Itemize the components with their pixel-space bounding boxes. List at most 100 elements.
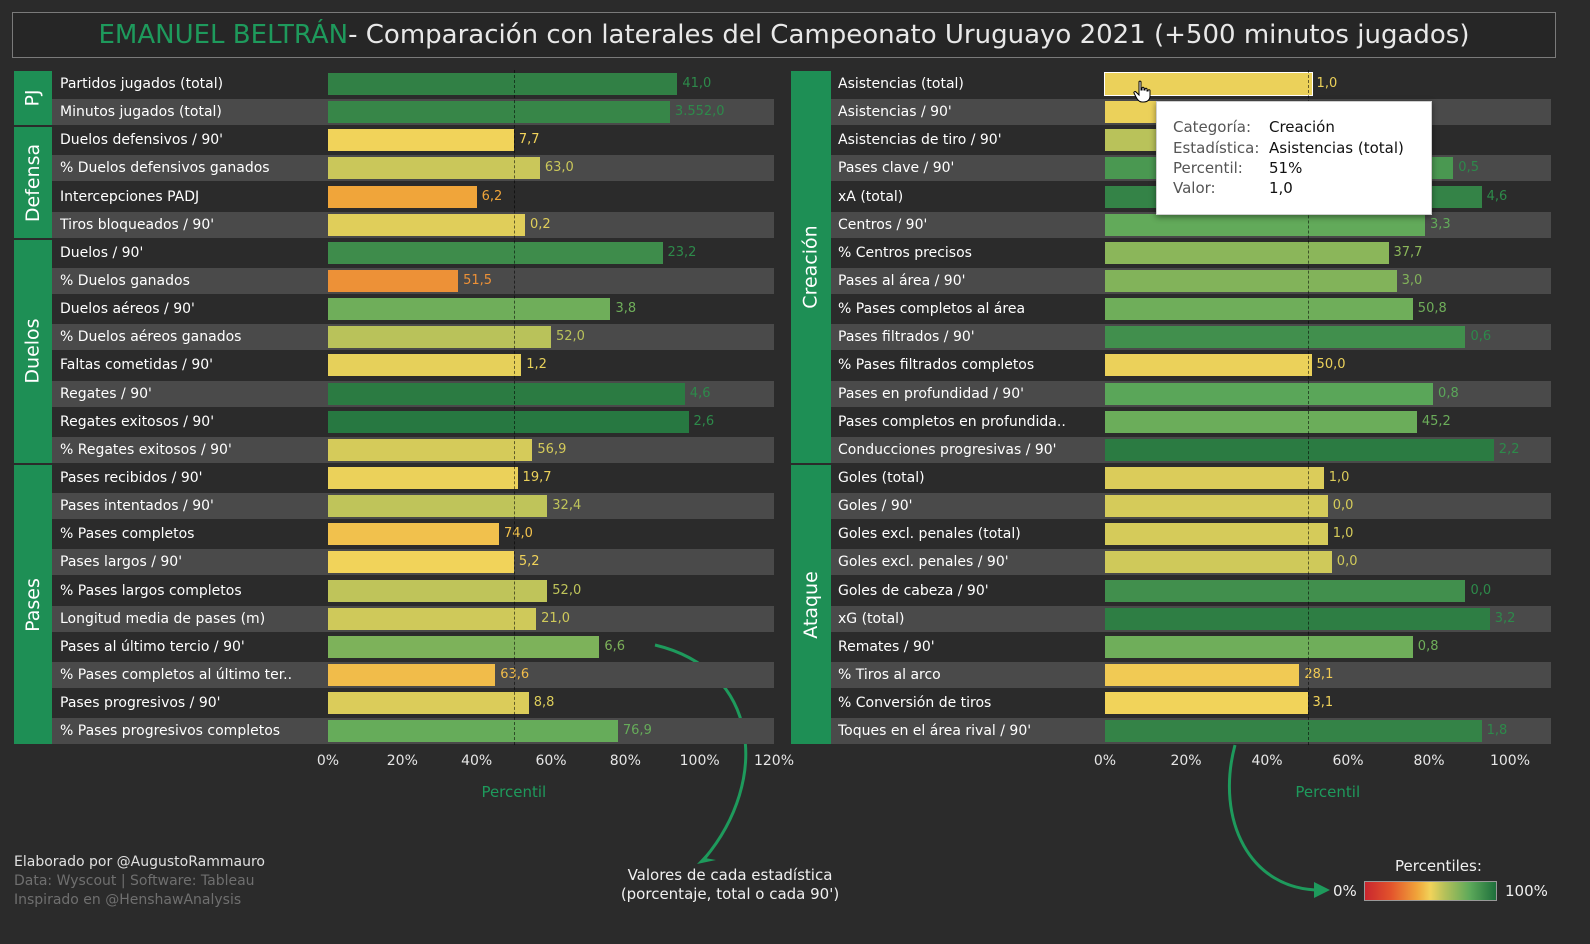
percentile-bar[interactable] <box>328 607 537 630</box>
percentile-bar[interactable] <box>328 410 689 433</box>
stat-row[interactable]: % Conversión de tiros 3,1 <box>831 690 1551 716</box>
stat-row[interactable]: % Pases largos completos 52,0 <box>52 578 774 604</box>
percentile-bar[interactable] <box>1105 298 1413 321</box>
stat-row[interactable]: % Centros precisos 37,7 <box>831 240 1551 266</box>
percentile-bar[interactable] <box>1104 72 1313 96</box>
percentile-bar[interactable] <box>1105 354 1312 377</box>
stat-row[interactable]: Goles / 90' 0,0 <box>831 493 1551 520</box>
percentile-bar[interactable] <box>1105 438 1494 461</box>
percentile-bar[interactable] <box>1105 579 1466 602</box>
stat-value: 0,2 <box>529 216 551 232</box>
percentile-bar[interactable] <box>328 354 522 377</box>
stat-row[interactable]: Longitud media de pases (m) 21,0 <box>52 605 774 632</box>
stat-row[interactable]: Duelos aéreos / 90' 3,8 <box>52 296 774 322</box>
legend-max-label: 100% <box>1505 882 1548 900</box>
footer-data-source: Data: Wyscout | Software: Tableau <box>14 873 255 889</box>
stat-row[interactable]: Goles de cabeza / 90' 0,0 <box>831 578 1551 604</box>
percentile-bar[interactable] <box>328 185 477 208</box>
stat-row[interactable]: Pases largos / 90' 5,2 <box>52 549 774 576</box>
tooltip-valor-value: 1,0 <box>1269 179 1293 197</box>
stat-row[interactable]: % Tiros al arco 28,1 <box>831 661 1551 688</box>
stat-row[interactable]: Goles (total) 1,0 <box>831 465 1551 491</box>
percentile-bar[interactable] <box>1105 269 1397 292</box>
stat-row[interactable]: Intercepciones PADJ 6,2 <box>52 184 774 210</box>
stat-row[interactable]: % Pases progresivos completos 76,9 <box>52 718 774 745</box>
stat-row[interactable]: % Pases completos 74,0 <box>52 521 774 547</box>
percentile-bar[interactable] <box>1105 523 1328 546</box>
percentile-bar[interactable] <box>1105 382 1434 405</box>
stat-row[interactable]: Centros / 90' 3,3 <box>831 211 1551 238</box>
percentile-bar[interactable] <box>328 298 611 321</box>
percentile-bar[interactable] <box>328 129 514 152</box>
percentile-bar[interactable] <box>328 551 514 574</box>
stat-row[interactable]: Pases intentados / 90' 32,4 <box>52 493 774 520</box>
percentile-bar[interactable] <box>328 523 499 546</box>
stat-row[interactable]: Toques en el área rival / 90' 1,8 <box>831 718 1551 745</box>
stat-row[interactable]: Remates / 90' 0,8 <box>831 634 1551 660</box>
stat-row[interactable]: Pases completos en profundida.. 45,2 <box>831 409 1551 435</box>
stat-row[interactable]: Tiros bloqueados / 90' 0,2 <box>52 211 774 238</box>
stat-row[interactable]: Duelos defensivos / 90' 7,7 <box>52 127 774 153</box>
stat-row[interactable]: Asistencias (total) 1,0 <box>831 71 1551 97</box>
percentile-bar[interactable] <box>328 382 685 405</box>
stat-row[interactable]: Goles excl. penales (total) 1,0 <box>831 521 1551 547</box>
percentile-bar[interactable] <box>328 495 548 518</box>
stat-row[interactable]: xG (total) 3,2 <box>831 605 1551 632</box>
percentile-bar[interactable] <box>328 73 678 95</box>
percentile-bar[interactable] <box>328 326 551 349</box>
stat-row[interactable]: Pases al área / 90' 3,0 <box>831 267 1551 294</box>
percentile-bar[interactable] <box>328 101 670 124</box>
percentile-bar[interactable] <box>1105 410 1417 433</box>
stat-row[interactable]: % Pases completos al último ter.. 63,6 <box>52 661 774 688</box>
percentile-bar[interactable] <box>328 269 459 292</box>
percentile-bar[interactable] <box>1105 241 1389 264</box>
percentile-bar[interactable] <box>328 466 518 489</box>
stat-value: 0,0 <box>1332 498 1354 514</box>
stat-row[interactable]: Regates exitosos / 90' 2,6 <box>52 409 774 435</box>
stat-row[interactable]: % Duelos aéreos ganados 52,0 <box>52 324 774 351</box>
stat-value: 1,2 <box>526 357 547 373</box>
stat-row[interactable]: Partidos jugados (total) 41,0 <box>52 71 774 97</box>
stat-row[interactable]: Conducciones progresivas / 90' 2,2 <box>831 436 1551 463</box>
percentile-bar[interactable] <box>328 438 533 461</box>
stat-row[interactable]: % Pases completos al área 50,8 <box>831 296 1551 322</box>
percentile-bar[interactable] <box>328 635 600 658</box>
percentile-bar[interactable] <box>1105 551 1332 574</box>
stat-row[interactable]: Faltas cometidas / 90' 1,2 <box>52 352 774 378</box>
stat-row[interactable]: % Regates exitosos / 90' 56,9 <box>52 436 774 463</box>
stat-row[interactable]: % Duelos ganados 51,5 <box>52 267 774 294</box>
tooltip-percentil-label: Percentil: <box>1173 159 1243 177</box>
percentile-bar[interactable] <box>1105 635 1413 658</box>
stat-row[interactable]: Regates / 90' 4,6 <box>52 380 774 407</box>
percentile-bar[interactable] <box>1105 326 1466 349</box>
stat-label: Pases progresivos / 90' <box>60 695 221 712</box>
percentile-bar[interactable] <box>1105 607 1490 630</box>
percentile-bar[interactable] <box>328 663 496 686</box>
stat-row[interactable]: Pases al último tercio / 90' 6,6 <box>52 634 774 660</box>
percentile-bar[interactable] <box>328 213 525 236</box>
percentile-bar[interactable] <box>328 157 540 180</box>
percentile-bar[interactable] <box>328 692 529 715</box>
stat-row[interactable]: Goles excl. penales / 90' 0,0 <box>831 549 1551 576</box>
percentile-bar[interactable] <box>328 579 548 602</box>
percentile-bar[interactable] <box>328 241 663 264</box>
stat-row[interactable]: Pases en profundidad / 90' 0,8 <box>831 380 1551 407</box>
stat-label: % Centros precisos <box>838 244 972 261</box>
stat-row[interactable]: % Pases filtrados completos 50,0 <box>831 352 1551 378</box>
percentile-bar[interactable] <box>1105 466 1324 489</box>
stat-row[interactable]: Pases filtrados / 90' 0,6 <box>831 324 1551 351</box>
percentile-bar[interactable] <box>1105 495 1328 518</box>
stat-row[interactable]: Minutos jugados (total) 3.552,0 <box>52 99 774 126</box>
stat-value: 0,8 <box>1417 638 1439 654</box>
stat-row[interactable]: Duelos / 90' 23,2 <box>52 240 774 266</box>
percentile-bar[interactable] <box>328 720 618 743</box>
percentile-bar[interactable] <box>1105 720 1482 743</box>
percentile-bar[interactable] <box>1105 663 1300 686</box>
percentile-bar[interactable] <box>1105 692 1308 715</box>
stat-row[interactable]: Pases progresivos / 90' 8,8 <box>52 690 774 716</box>
stat-value: 1,0 <box>1332 526 1354 542</box>
stat-label: % Pases completos al último ter.. <box>60 666 293 683</box>
stat-row[interactable]: Pases recibidos / 90' 19,7 <box>52 465 774 491</box>
stat-row[interactable]: % Duelos defensivos ganados 63,0 <box>52 155 774 182</box>
percentile-bar[interactable] <box>1105 213 1425 236</box>
